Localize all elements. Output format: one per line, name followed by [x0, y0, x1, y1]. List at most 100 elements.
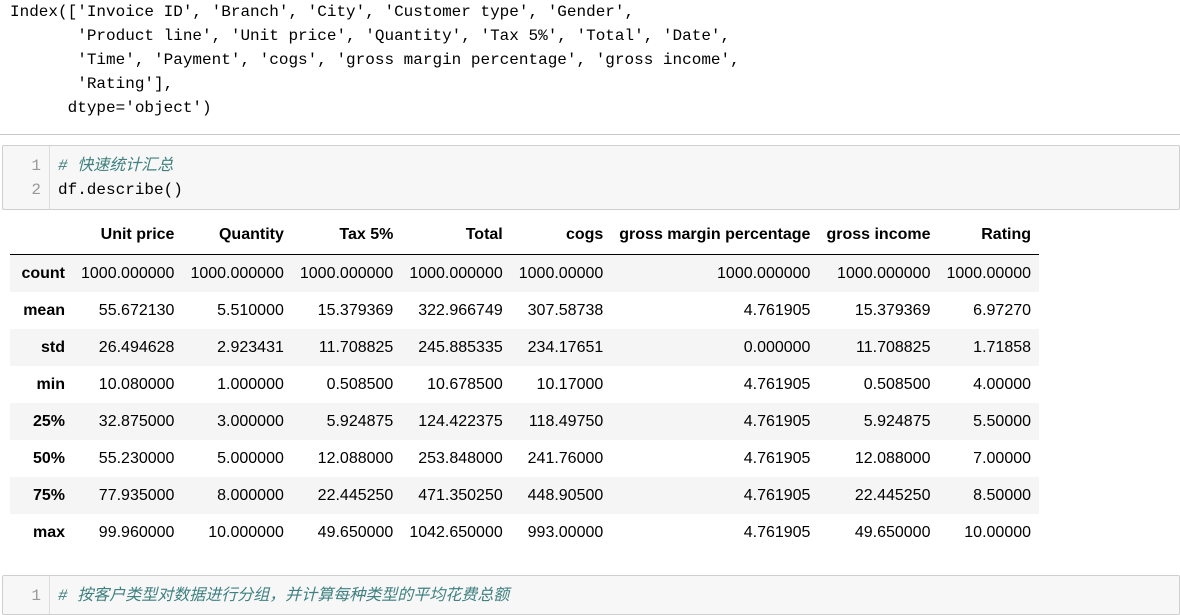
table-cell: 26.494628	[98, 338, 175, 356]
table-cell: 5.924875	[326, 412, 394, 430]
column-header: cogs	[510, 216, 612, 255]
table-cell: 993.00000	[527, 523, 604, 541]
table-cell: 12.088000	[854, 449, 931, 467]
table-cell: 0.000000	[743, 338, 811, 356]
table-cell: 5.510000	[217, 301, 284, 319]
table-cell: 8.50000	[973, 486, 1032, 504]
table-row: std 26.494628 2.923431 11.708825 245.885335 2…	[10, 329, 1040, 366]
table-cell: 5.50000	[973, 412, 1032, 430]
table-cell: 6.97270	[973, 301, 1032, 319]
code-cell-describe[interactable]: 1 2 # 快速统计汇总 df.describe()	[2, 145, 1180, 210]
table-cell: 15.379369	[854, 301, 931, 319]
table-cell: 124.422375	[418, 412, 503, 430]
table-cell: 4.761905	[743, 301, 811, 319]
table-cell: 234.17651	[527, 338, 604, 356]
column-header: gross margin percentage	[611, 216, 819, 255]
table-cell: 10.080000	[98, 375, 175, 393]
describe-table: Unit price Quantity Tax 5% Total cogs gr…	[10, 216, 1040, 551]
row-label: std	[41, 338, 65, 356]
row-label: 75%	[32, 486, 65, 504]
row-label: min	[36, 375, 65, 393]
table-cell: 1000.000000	[717, 264, 811, 282]
table-cell: 448.90500	[527, 486, 604, 504]
code-comment: # 快速统计汇总	[58, 157, 174, 175]
table-cell: 1000.000000	[190, 264, 284, 282]
column-header: Rating	[938, 216, 1040, 255]
line-gutter	[3, 146, 50, 209]
table-cell: 471.350250	[418, 486, 503, 504]
table-cell: 8.000000	[217, 486, 284, 504]
code-cell-groupby[interactable]: 1 # 按客户类型对数据进行分组，并计算每种类型的平均花费总额	[2, 575, 1180, 615]
row-label: count	[21, 264, 65, 282]
table-cell: 2.923431	[217, 338, 284, 356]
table-cell: 11.708825	[856, 338, 931, 356]
table-row: 75% 77.935000 8.000000 22.445250 471.350250 4…	[10, 477, 1040, 514]
row-label: 25%	[32, 412, 65, 430]
row-label: max	[32, 523, 65, 541]
table-cell: 253.848000	[418, 449, 503, 467]
table-cell: 1000.00000	[946, 264, 1032, 282]
table-cell: 11.708825	[318, 338, 394, 356]
table-cell: 1000.000000	[299, 264, 394, 282]
table-cell: 7.00000	[973, 449, 1032, 467]
table-cell: 4.761905	[743, 486, 811, 504]
column-header: Unit price	[73, 216, 183, 255]
table-row: max 99.960000 10.000000 49.650000 1042.65000…	[10, 514, 1039, 551]
cell-separator	[0, 134, 1180, 135]
table-cell: 245.885335	[418, 338, 503, 356]
table-cell: 32.875000	[98, 412, 175, 430]
row-label: 50%	[32, 449, 65, 467]
table-row: 50% 55.230000 5.000000 12.088000 253.848000 2…	[10, 440, 1039, 477]
table-cell: 15.379369	[317, 301, 394, 319]
table-row: 25% 32.875000 3.000000 5.924875 124.422375 11…	[10, 403, 1040, 440]
table-cell: 0.508500	[326, 375, 394, 393]
line-number: 1	[31, 157, 41, 175]
table-cell: 1042.650000	[409, 523, 503, 541]
table-cell: 1.71858	[973, 338, 1032, 356]
output-index-text: Index(['Invoice ID', 'Branch', 'City', '…	[10, 3, 740, 117]
table-cell: 10.000000	[208, 523, 284, 541]
table-cell: 49.650000	[854, 523, 931, 541]
code-line: df.describe()	[58, 181, 183, 199]
table-cell: 12.088000	[317, 449, 394, 467]
table-cell: 4.761905	[743, 523, 811, 541]
table-row: count 1000.000000 1000.000000 1000.000000 10…	[10, 254, 1040, 292]
table-cell: 5.000000	[217, 449, 284, 467]
table-cell: 4.00000	[973, 375, 1032, 393]
table-cell: 322.966749	[418, 301, 503, 319]
table-cell: 77.935000	[98, 486, 175, 504]
column-header: Quantity	[182, 216, 292, 255]
table-cell: 55.230000	[98, 449, 175, 467]
table-cell: 55.672130	[98, 301, 175, 319]
column-header: gross income	[818, 216, 939, 255]
line-number: 1	[31, 587, 41, 605]
table-cell: 4.761905	[743, 412, 811, 430]
table-cell: 1000.000000	[409, 264, 503, 282]
table-row: min 10.080000 1.000000 0.508500 10.678500 10.…	[10, 366, 1039, 403]
column-header	[10, 216, 73, 255]
table-cell: 49.650000	[317, 523, 394, 541]
table-cell: 10.00000	[964, 523, 1032, 541]
table-cell: 1.000000	[217, 375, 284, 393]
table-cell: 5.924875	[863, 412, 931, 430]
table-cell: 22.445250	[854, 486, 931, 504]
row-label: mean	[23, 301, 65, 319]
table-cell: 118.49750	[528, 412, 604, 430]
table-cell: 99.960000	[98, 523, 175, 541]
table-cell: 3.000000	[217, 412, 284, 430]
table-cell: 4.761905	[743, 375, 811, 393]
column-header: Total	[401, 216, 511, 255]
table-header-row: Unit price Quantity Tax 5% Total cogs gr…	[10, 216, 1040, 255]
table-cell: 4.761905	[743, 449, 811, 467]
table-cell: 241.76000	[527, 449, 604, 467]
line-number: 2	[31, 181, 41, 199]
table-row: mean 55.672130 5.510000 15.379369 322.966749…	[10, 292, 1039, 329]
column-header: Tax 5%	[291, 216, 402, 255]
code-comment: # 按客户类型对数据进行分组，并计算每种类型的平均花费总额	[58, 587, 510, 605]
table-cell: 22.445250	[317, 486, 394, 504]
table-cell: 10.678500	[427, 375, 503, 393]
table-cell: 1000.000000	[81, 264, 175, 282]
table-cell: 10.17000	[536, 375, 604, 393]
table-cell: 1000.00000	[518, 264, 604, 282]
table-cell: 1000.000000	[837, 264, 931, 282]
